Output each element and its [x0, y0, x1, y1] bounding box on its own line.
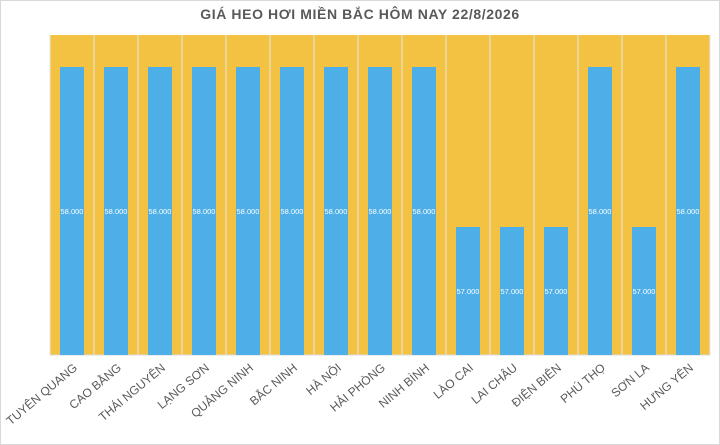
gridlines: [49, 35, 711, 356]
data-label: 57.000: [501, 287, 524, 296]
category-label: HÀ NỘI: [303, 360, 344, 398]
bar: [280, 67, 304, 355]
bar: [148, 67, 172, 355]
data-label: 58.000: [61, 207, 84, 216]
data-label: 57.000: [545, 287, 568, 296]
data-label: 58.000: [281, 207, 304, 216]
data-label: 58.000: [413, 207, 436, 216]
category-label: PHÚ THỌ: [557, 360, 608, 406]
data-label: 58.000: [105, 207, 128, 216]
data-label: 58.000: [237, 207, 260, 216]
data-label: 58.000: [589, 207, 612, 216]
data-label: 58.000: [149, 207, 172, 216]
category-label: TUYÊN QUANG: [3, 360, 80, 428]
bar: [104, 67, 128, 355]
bar: [544, 227, 568, 355]
category-label: ĐIỆN BIÊN: [508, 360, 564, 410]
bars: [60, 67, 700, 355]
data-label: 58.000: [193, 207, 216, 216]
data-label: 58.000: [325, 207, 348, 216]
bar: [192, 67, 216, 355]
bar: [500, 227, 524, 355]
data-label: 58.000: [677, 207, 700, 216]
bar: [632, 227, 656, 355]
data-label: 58.000: [369, 207, 392, 216]
bar: [412, 67, 436, 355]
data-label: 57.000: [457, 287, 480, 296]
bar: [324, 67, 348, 355]
bar: [676, 67, 700, 355]
data-label: 57.000: [633, 287, 656, 296]
bar: [588, 67, 612, 355]
data-labels: 58.000 58.000 58.000 58.000 58.000 58.000 58.0…: [61, 207, 700, 296]
bar: [456, 227, 480, 355]
category-label: BẮC NINH: [246, 360, 300, 408]
bar: [60, 67, 84, 355]
bar: [236, 67, 260, 355]
bar: [368, 67, 392, 355]
chart-title: GIÁ HEO HƠI MIỀN BẮC HÔM NAY 22/8/2026: [200, 6, 520, 22]
